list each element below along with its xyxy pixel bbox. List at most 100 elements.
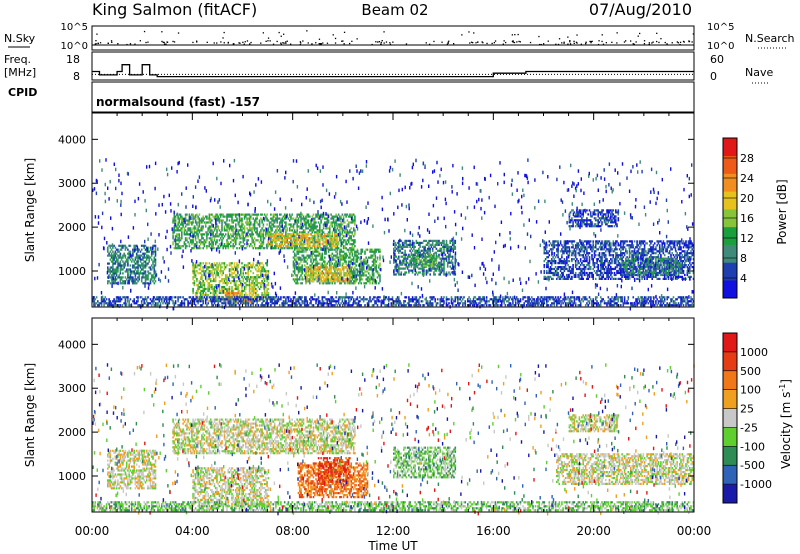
echo-cell xyxy=(252,241,255,244)
echo-cell xyxy=(552,248,554,251)
echo-cell xyxy=(139,272,142,275)
echo-cell xyxy=(351,282,354,285)
echo-cell xyxy=(305,280,307,283)
echo-cell xyxy=(144,276,147,279)
echo-cell xyxy=(242,278,245,281)
echo-cell xyxy=(123,266,125,269)
echo-cell xyxy=(263,219,266,222)
echo-cell xyxy=(150,276,153,279)
echo-cell xyxy=(201,284,203,287)
echo-cell xyxy=(256,227,258,230)
echo-cell xyxy=(129,264,132,267)
noise-point xyxy=(692,33,694,35)
echo-cell xyxy=(191,223,193,226)
echo-cell xyxy=(199,284,202,287)
echo-cell xyxy=(310,268,312,271)
echo-cell xyxy=(258,262,261,265)
echo-cell xyxy=(332,244,335,248)
echo-cell xyxy=(251,264,253,267)
echo-cell xyxy=(301,237,303,240)
echo-cell xyxy=(355,250,357,253)
echo-cell xyxy=(375,264,377,267)
echo-cell xyxy=(582,277,584,280)
echo-cell xyxy=(272,217,275,220)
echo-cell xyxy=(311,256,314,259)
echo-cell xyxy=(108,268,110,271)
echo-cell xyxy=(252,239,255,242)
echo-cell xyxy=(594,250,597,253)
echo-cell xyxy=(221,280,223,283)
echo-cell xyxy=(366,248,369,251)
echo-cell xyxy=(352,272,355,275)
echo-cell xyxy=(188,227,191,230)
echo-cell xyxy=(355,258,357,261)
echo-cell xyxy=(201,278,203,281)
echo-cell xyxy=(429,252,431,255)
echo-cell xyxy=(277,225,280,228)
echo-cell xyxy=(305,227,307,230)
echo-cell xyxy=(266,284,268,287)
echo-cell xyxy=(218,282,221,285)
noise-point xyxy=(671,42,673,44)
echo-cell xyxy=(592,267,594,271)
echo-cell xyxy=(371,274,374,277)
echo-cell xyxy=(298,245,301,248)
echo-cell xyxy=(231,219,233,222)
echo-cell xyxy=(591,271,593,275)
echo-cell xyxy=(267,227,270,230)
echo-cell xyxy=(293,278,296,281)
echo-cell xyxy=(315,239,317,242)
echo-cell xyxy=(267,291,270,295)
echo-cell xyxy=(271,239,273,242)
echo-cell xyxy=(176,233,178,236)
date-title: 07/Aug/2010 xyxy=(589,0,692,19)
echo-cell xyxy=(145,264,148,267)
echo-cell xyxy=(211,219,213,222)
echo-cell xyxy=(307,213,310,216)
echo-cell xyxy=(346,233,349,236)
echo-cell xyxy=(119,264,122,267)
echo-cell xyxy=(257,266,260,269)
echo-cell xyxy=(257,223,260,226)
echo-cell xyxy=(204,272,207,275)
echo-cell xyxy=(145,250,148,253)
echo-cell xyxy=(344,235,346,238)
echo-cell xyxy=(127,248,129,251)
noise-point xyxy=(356,38,358,40)
echo-cell xyxy=(335,262,337,265)
echo-cell xyxy=(250,276,252,279)
echo-cell xyxy=(250,264,252,267)
echo-cell xyxy=(290,240,292,244)
echo-cell xyxy=(305,247,307,250)
echo-cell xyxy=(172,219,174,222)
echo-cell xyxy=(208,227,211,230)
echo-cell xyxy=(342,276,345,279)
echo-cell xyxy=(354,241,356,244)
echo-cell xyxy=(216,293,218,296)
echo-cell xyxy=(301,225,303,228)
echo-cell xyxy=(224,296,227,299)
echo-cell xyxy=(302,233,305,236)
echo-cell xyxy=(221,239,223,242)
echo-cell xyxy=(194,225,197,228)
echo-cell xyxy=(282,235,285,238)
echo-cell xyxy=(324,274,326,277)
echo-cell xyxy=(320,215,322,218)
echo-cell xyxy=(197,227,199,230)
echo-cell xyxy=(233,219,236,222)
echo-cell xyxy=(199,276,202,279)
echo-cell xyxy=(330,268,332,271)
echo-cell xyxy=(311,241,314,244)
echo-cell xyxy=(242,233,245,236)
echo-cell xyxy=(209,284,212,287)
echo-cell xyxy=(321,215,324,218)
echo-cell xyxy=(304,231,306,234)
echo-cell xyxy=(317,229,320,232)
echo-cell xyxy=(411,239,414,242)
echo-cell xyxy=(285,233,287,236)
echo-cell xyxy=(253,229,256,232)
echo-cell xyxy=(322,245,325,248)
echo-cell xyxy=(329,239,331,242)
echo-cell xyxy=(207,293,209,296)
echo-cell xyxy=(142,262,144,265)
